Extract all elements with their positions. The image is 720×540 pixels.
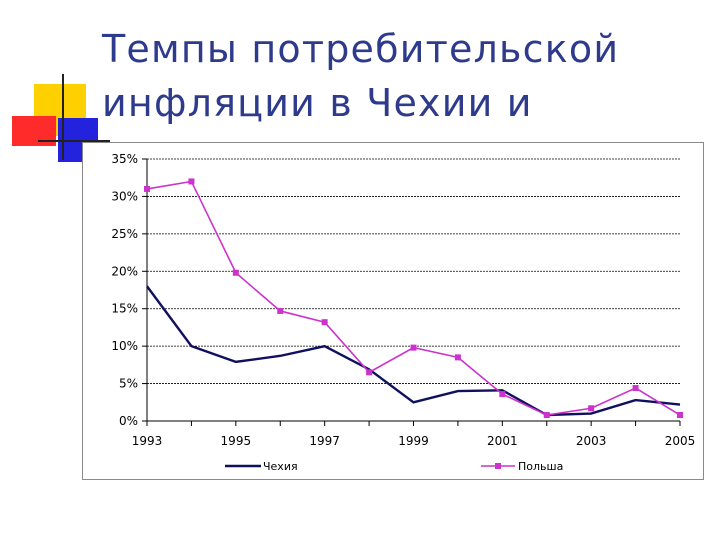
x-tick-label: 1993 <box>132 434 163 448</box>
x-tick-label: 1995 <box>221 434 252 448</box>
data-point-poland <box>232 269 239 276</box>
data-point-poland <box>188 178 195 185</box>
data-point-poland <box>632 385 639 392</box>
series-line-czech <box>146 285 681 417</box>
data-point-poland <box>410 344 417 351</box>
inflation-line-chart: 0% 5% 10% 15% 20% 25% 30% 35% 1993 1995 1997 1999 20… <box>111 152 696 473</box>
legend-marker-poland <box>495 463 501 469</box>
data-point-poland <box>144 185 150 192</box>
data-point-poland <box>677 412 683 419</box>
legend-label-czech: Чехия <box>263 460 298 473</box>
data-point-poland <box>588 405 595 412</box>
data-point-poland <box>366 369 373 376</box>
legend-label-poland: Польша <box>518 460 563 473</box>
chart-frame: 0% 5% 10% 15% 20% 25% 30% 35% 1993 1995 1997 1999 20… <box>82 142 704 480</box>
deco-horizontal-line <box>38 140 110 142</box>
x-tick-label: 1999 <box>398 434 429 448</box>
x-tick-label: 1997 <box>309 434 340 448</box>
slide-title-line-2: инфляции в Чехии и <box>102 81 533 125</box>
x-tick-label: 2005 <box>665 434 696 448</box>
series-line-poland <box>146 180 681 416</box>
data-point-poland <box>499 391 506 398</box>
y-tick-label: 10% <box>111 339 138 353</box>
y-tick-label: 15% <box>111 302 138 316</box>
y-tick-label: 35% <box>111 152 138 166</box>
deco-vertical-line <box>62 74 64 160</box>
y-tick-label: 0% <box>119 414 138 428</box>
data-point-poland <box>454 354 461 361</box>
slide-title: Темпы потребительской инфляции в Чехии и <box>102 22 702 130</box>
y-tick-label: 25% <box>111 227 138 241</box>
y-tick-label: 30% <box>111 189 138 203</box>
x-tick-label: 2003 <box>576 434 607 448</box>
y-tick-label: 20% <box>111 264 138 278</box>
x-tick-label: 2001 <box>487 434 518 448</box>
y-tick-label: 5% <box>119 377 138 391</box>
data-point-poland <box>321 319 328 326</box>
data-point-poland <box>277 307 284 314</box>
slide-title-line-1: Темпы потребительской <box>102 27 620 71</box>
data-point-poland <box>543 412 550 419</box>
